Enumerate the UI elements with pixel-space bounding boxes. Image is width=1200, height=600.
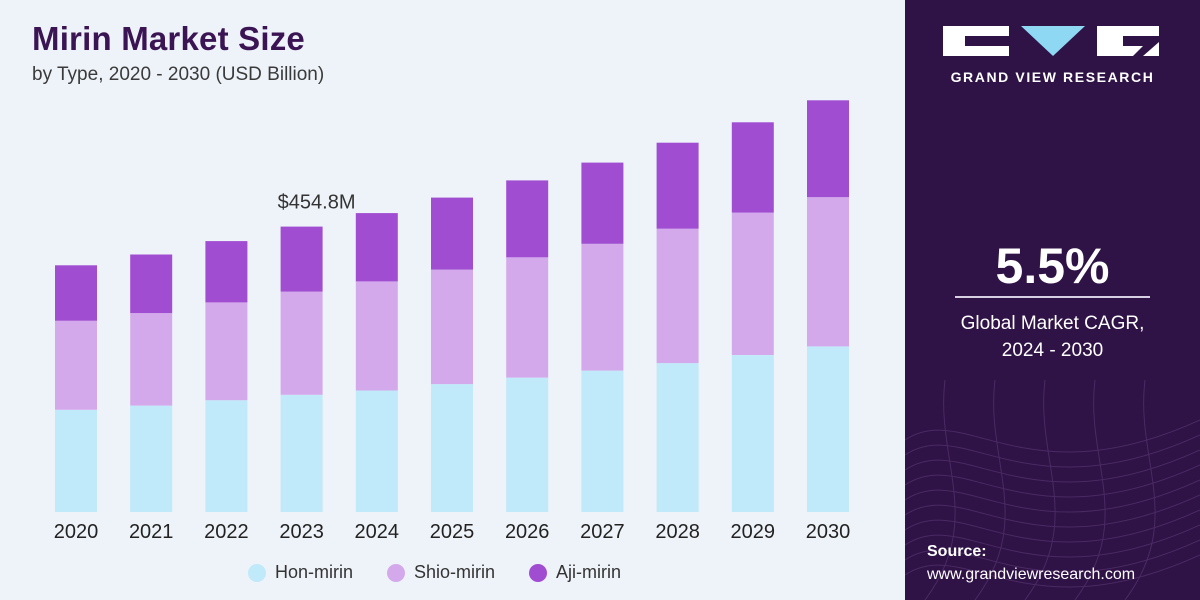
bar-hon-mirin-2020 <box>55 409 97 512</box>
x-tick-label-2026: 2026 <box>505 521 550 543</box>
x-tick-label-2024: 2024 <box>355 521 400 543</box>
info-panel: GRAND VIEW RESEARCH 5.5% Global Market C… <box>905 0 1200 600</box>
bar-shio-mirin-2029 <box>731 212 774 355</box>
x-axis-ticks: 2020 2021 2022 2023 2024 2025 2026 2027 2028 2029… <box>54 521 851 543</box>
cagr-label-line2: 2024 - 2030 <box>1001 340 1104 361</box>
legend-item-shio-mirin: Shio-mirin <box>387 562 495 583</box>
brand-name: GRAND VIEW RESEARCH <box>950 69 1155 85</box>
cagr-label: Global Market CAGR, 2024 - 2030 <box>905 310 1200 364</box>
bar-aji-mirin-2029 <box>731 122 774 213</box>
bar-hon-mirin-2025 <box>431 384 473 512</box>
bar-shio-mirin-2026 <box>506 257 549 378</box>
legend-label-aji-mirin: Aji-mirin <box>556 562 622 582</box>
cagr-divider <box>955 296 1150 298</box>
chart-panel: Mirin Market Size by Type, 2020 - 2030 (… <box>32 20 851 583</box>
source-url[interactable]: www.grandviewresearch.com <box>927 566 1136 583</box>
x-tick-label-2021: 2021 <box>129 521 174 543</box>
bar-hon-mirin-2026 <box>506 377 549 512</box>
legend-item-aji-mirin: Aji-mirin <box>529 562 621 583</box>
x-tick-label-2029: 2029 <box>731 521 776 543</box>
legend-swatch-aji-mirin <box>529 563 548 582</box>
bar-hon-mirin-2022 <box>205 400 248 512</box>
bars-group <box>55 100 849 512</box>
bar-aji-mirin-2030 <box>807 100 849 198</box>
bar-aji-mirin-2028 <box>656 142 699 229</box>
x-tick-label-2020: 2020 <box>54 521 99 543</box>
bar-hon-mirin-2024 <box>355 390 398 512</box>
legend: Hon-mirin Shio-mirin Aji-mirin <box>248 562 621 583</box>
x-tick-label-2027: 2027 <box>580 521 625 543</box>
bar-aji-mirin-2023 <box>280 226 323 292</box>
stacked-bar-chart: 2020 2021 2022 2023 2024 2025 2026 2027 2028 2029… <box>54 100 851 543</box>
bar-shio-mirin-2021 <box>130 313 173 406</box>
bar-aji-mirin-2025 <box>431 197 473 270</box>
cagr-value: 5.5% <box>995 238 1110 294</box>
bar-shio-mirin-2025 <box>431 269 473 385</box>
bar-hon-mirin-2021 <box>130 405 173 512</box>
bar-aji-mirin-2020 <box>55 265 97 321</box>
bar-shio-mirin-2020 <box>55 320 97 410</box>
legend-item-hon-mirin: Hon-mirin <box>248 562 353 583</box>
chart-subtitle: by Type, 2020 - 2030 (USD Billion) <box>32 64 325 85</box>
x-tick-label-2022: 2022 <box>204 521 249 543</box>
x-tick-label-2023: 2023 <box>279 521 324 543</box>
bar-shio-mirin-2023 <box>280 291 323 395</box>
bar-aji-mirin-2021 <box>130 254 173 314</box>
bar-hon-mirin-2028 <box>656 363 699 512</box>
bar-hon-mirin-2027 <box>581 370 624 512</box>
bar-hon-mirin-2030 <box>807 346 849 512</box>
source-heading: Source: <box>927 543 987 560</box>
x-tick-label-2025: 2025 <box>430 521 475 543</box>
bar-shio-mirin-2024 <box>355 281 398 391</box>
grand-view-research-logo <box>943 26 1159 56</box>
data-label-2023: $454.8M <box>278 192 356 214</box>
bar-hon-mirin-2029 <box>731 355 774 512</box>
legend-label-hon-mirin: Hon-mirin <box>275 562 354 582</box>
bar-shio-mirin-2030 <box>807 197 849 347</box>
bar-aji-mirin-2026 <box>506 180 549 258</box>
legend-label-shio-mirin: Shio-mirin <box>414 562 496 582</box>
x-tick-label-2028: 2028 <box>655 521 700 543</box>
bar-hon-mirin-2023 <box>280 394 323 512</box>
cagr-label-line1: Global Market CAGR, <box>960 313 1145 334</box>
bar-shio-mirin-2022 <box>205 302 248 401</box>
bar-aji-mirin-2022 <box>205 241 248 303</box>
chart-title: Mirin Market Size <box>32 20 305 57</box>
bar-shio-mirin-2028 <box>656 228 699 364</box>
bar-aji-mirin-2027 <box>581 162 624 244</box>
bar-aji-mirin-2024 <box>355 213 398 282</box>
x-tick-label-2030: 2030 <box>806 521 851 543</box>
decorative-wave-lines <box>905 380 1200 600</box>
legend-swatch-hon-mirin <box>248 563 266 582</box>
bar-shio-mirin-2027 <box>581 243 624 371</box>
legend-swatch-shio-mirin <box>387 563 406 582</box>
